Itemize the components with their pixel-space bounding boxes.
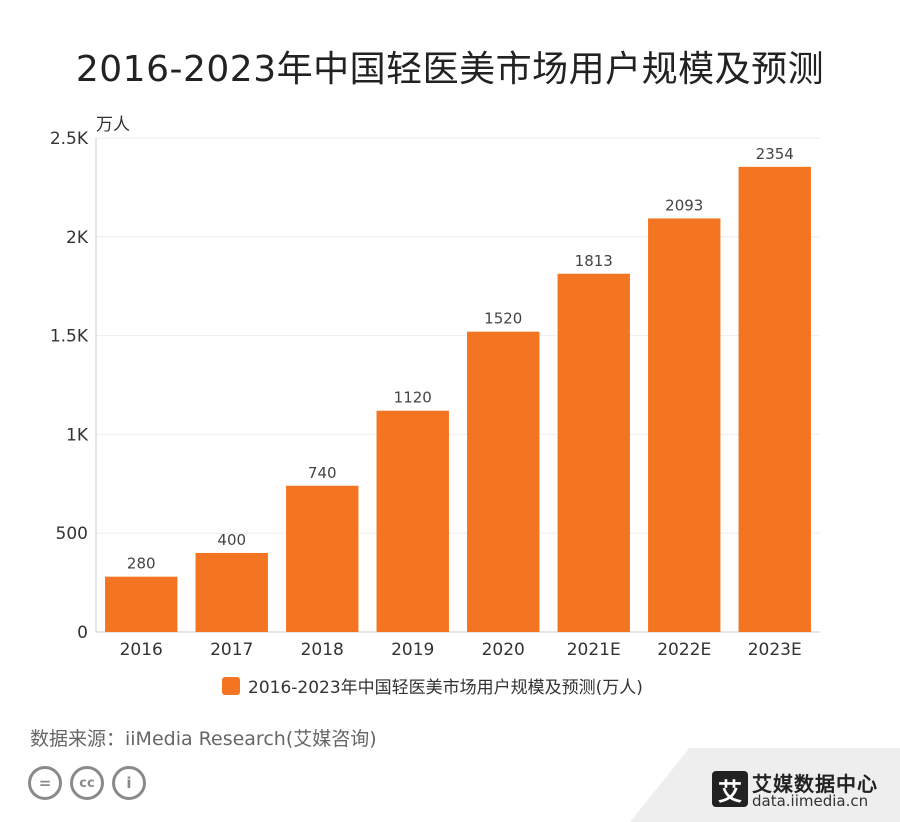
x-tick-label: 2021E bbox=[567, 640, 621, 660]
bar-value-label: 1520 bbox=[484, 310, 522, 328]
x-tick-label: 2023E bbox=[748, 640, 802, 660]
y-tick-label: 1K bbox=[66, 425, 89, 445]
bar-2022e bbox=[648, 218, 721, 632]
x-tick-label: 2019 bbox=[391, 640, 434, 660]
y-axis-unit-label: 万人 bbox=[96, 115, 130, 135]
bar-value-label: 1120 bbox=[394, 389, 432, 407]
bar-value-label: 280 bbox=[127, 555, 156, 573]
bar-2016 bbox=[105, 576, 178, 632]
bar-2018 bbox=[286, 485, 359, 632]
bar-2020 bbox=[467, 331, 540, 632]
bar-value-label: 1813 bbox=[575, 252, 613, 270]
x-tick-label: 2020 bbox=[482, 640, 525, 660]
chart-title: 2016-2023年中国轻医美市场用户规模及预测 bbox=[75, 49, 825, 90]
legend-label: 2016-2023年中国轻医美市场用户规模及预测(万人) bbox=[248, 678, 643, 698]
legend-swatch bbox=[222, 677, 240, 695]
x-tick-label: 2017 bbox=[210, 640, 253, 660]
bar-value-label: 400 bbox=[217, 531, 246, 549]
x-tick-label: 2018 bbox=[301, 640, 344, 660]
creative-commons-icon: cc bbox=[70, 766, 104, 800]
attribution-icon: i bbox=[112, 766, 146, 800]
bar-2023e bbox=[738, 166, 811, 632]
brand-logo: 艾 bbox=[712, 771, 748, 807]
y-tick-label: 500 bbox=[56, 524, 88, 544]
y-tick-label: 0 bbox=[77, 623, 88, 643]
y-tick-label: 2.5K bbox=[50, 129, 89, 149]
x-tick-label: 2022E bbox=[657, 640, 711, 660]
license-icons: = cc i bbox=[28, 766, 158, 806]
equals-icon: = bbox=[28, 766, 62, 800]
y-tick-label: 2K bbox=[66, 228, 89, 248]
bar-2017 bbox=[195, 552, 268, 632]
bar-value-label: 2354 bbox=[756, 145, 794, 163]
bar-2019 bbox=[376, 410, 449, 632]
y-tick-label: 1.5K bbox=[50, 327, 89, 347]
bar-value-label: 740 bbox=[308, 464, 337, 482]
x-tick-label: 2016 bbox=[120, 640, 163, 660]
bar-value-label: 2093 bbox=[665, 196, 703, 214]
brand-name: 艾媒数据中心 bbox=[752, 772, 878, 796]
brand-url: data.iimedia.cn bbox=[752, 792, 869, 810]
bar-chart: 0 500 1K 1.5K 2K 2.5K 万人 280 2016 400 2017 740 2018 1… bbox=[50, 115, 820, 698]
data-source: 数据来源：iiMedia Research(艾媒咨询) bbox=[30, 728, 377, 750]
bar-2021e bbox=[557, 273, 630, 632]
